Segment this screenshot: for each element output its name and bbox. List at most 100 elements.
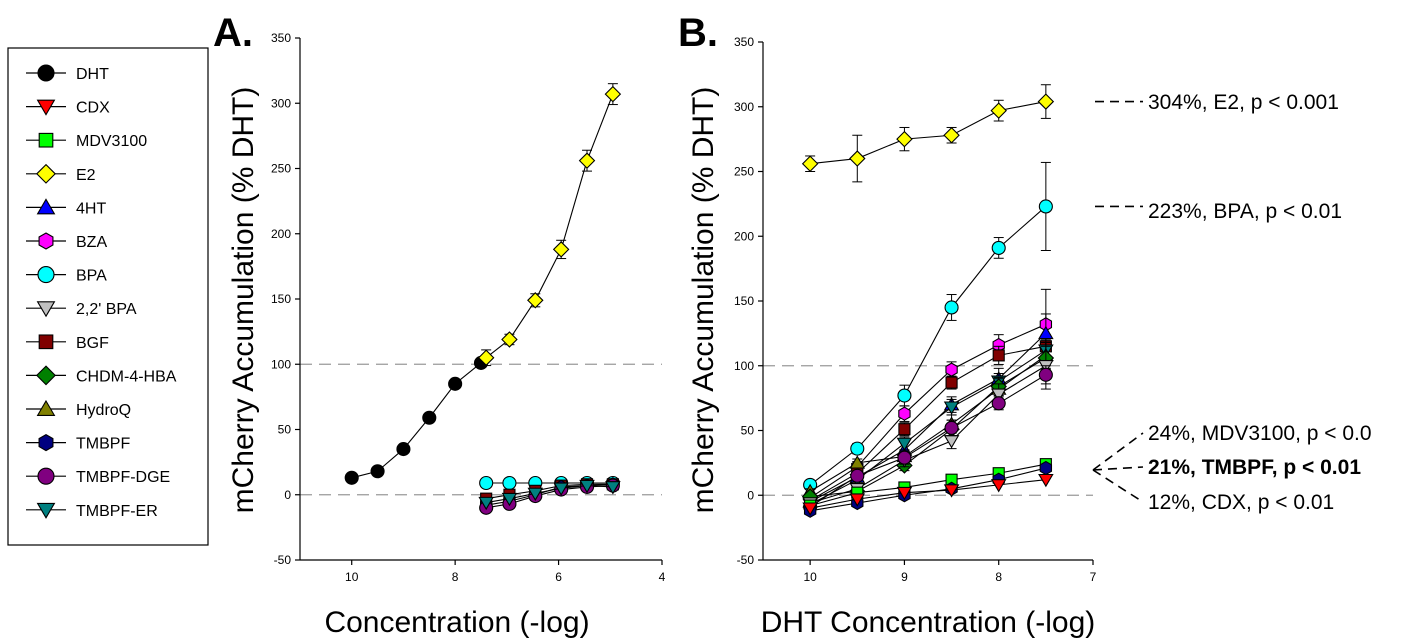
panel-a-y-tick-label: 300 xyxy=(271,96,291,110)
panel-a-series-tmbpf-er xyxy=(478,479,621,511)
legend-label-cdx: CDX xyxy=(76,100,110,117)
panel-a-series-line-e2 xyxy=(485,93,614,359)
panel-b-y-tick-label: 50 xyxy=(741,424,755,438)
panel-b-point-bza xyxy=(945,362,958,377)
legend-marker-bpa xyxy=(37,266,55,284)
panel-a-point-e2 xyxy=(578,152,596,169)
panel-a-y-axis-title: mCherry Accumulation (% DHT) xyxy=(227,87,260,514)
legend: DHT CDX MDV3100 E2 4HT BZA BPA 2,2' BPA BGF CHDM-… xyxy=(7,47,209,546)
legend-item-bza: BZA xyxy=(26,232,107,251)
panel-a-point-dht xyxy=(448,376,463,391)
panel-b-series-line-cdx xyxy=(810,479,1046,509)
legend-label-e2: E2 xyxy=(76,167,96,184)
panel-b-series-line-hydroq xyxy=(809,354,1047,492)
panel-a-point-dht xyxy=(370,464,385,479)
panel-a-point-tmbpf-er xyxy=(527,487,544,502)
panel-a-y-tick-label: 350 xyxy=(271,31,291,45)
panel-b-point-tmbpf-er xyxy=(943,401,960,415)
panel-b-series-e2 xyxy=(801,84,1055,183)
panel-b-x-tick-label: 7 xyxy=(1090,570,1097,584)
panel-b-x-axis-title: DHT Concentration (-log) xyxy=(761,606,1096,638)
panel-b-point-2-2-bpa xyxy=(943,435,960,449)
panel-b-series-bgf xyxy=(804,335,1052,507)
panel-a-y-tick-label: 150 xyxy=(271,292,291,306)
panel-a-point-tmbpf-er xyxy=(478,496,494,511)
panel-b-series-line-e2 xyxy=(810,101,1046,165)
panel-b-point-2-2-bpa xyxy=(990,388,1007,402)
panel-a-point-e2 xyxy=(604,85,622,103)
legend-marker-tmbpf-dge xyxy=(37,467,55,485)
panel-a-point-tmbpf-er xyxy=(553,482,569,496)
panel-b-point-tmbpf-dge xyxy=(991,396,1006,411)
legend-item-4ht: 4HT xyxy=(26,198,106,217)
panel-b-point-bpa xyxy=(944,300,959,315)
legend-label-mdv3100: MDV3100 xyxy=(76,133,147,150)
legend-item-2-2-bpa: 2,2' BPA xyxy=(26,301,137,318)
panel-b-y-tick-label: 0 xyxy=(747,488,754,502)
panel-b-series-line-chdm-4-hba xyxy=(810,357,1047,498)
panel-a-x-tick-label: 4 xyxy=(659,570,666,584)
panel-b-point-cdx xyxy=(849,493,866,507)
legend-marker-e2 xyxy=(36,163,56,184)
panel-b-point-cdx xyxy=(896,486,913,501)
legend-label-chdm-4-hba: CHDM-4-HBA xyxy=(76,368,177,385)
panel-a-point-dht xyxy=(422,410,437,425)
legend-label-tmbpf: TMBPF xyxy=(76,436,130,453)
legend-marker-chdm-4-hba xyxy=(36,365,56,386)
legend-marker-tmbpf-er xyxy=(36,502,56,519)
annotation-leader-line xyxy=(1092,466,1144,471)
panel-a-point-e2 xyxy=(477,349,495,366)
legend-marker-bza xyxy=(38,232,54,250)
legend-item-bpa: BPA xyxy=(26,266,107,285)
panel-a-y-tick-label: -50 xyxy=(274,553,292,567)
panel-a-y-tick-label: 0 xyxy=(284,488,291,502)
panel-b-x-tick-label: 10 xyxy=(803,570,817,584)
annotation-12-cdx-p-0-01: 12%, CDX, p < 0.01 xyxy=(1092,469,1334,514)
panel-a-point-tmbpf-er xyxy=(605,481,621,495)
legend-label-tmbpf-dge: TMBPF-DGE xyxy=(76,469,170,486)
legend-item-hydroq: HydroQ xyxy=(26,399,131,419)
panel-b-point-bpa xyxy=(850,441,865,456)
panel-a-y-tick-label: 200 xyxy=(271,227,291,241)
panel-b-y-axis-title: mCherry Accumulation (% DHT) xyxy=(687,87,720,514)
panel-a-label: A. xyxy=(213,11,253,55)
panel-a-point-tmbpf-er xyxy=(579,479,595,494)
panel-b-x-tick-label: 8 xyxy=(995,570,1002,584)
panel-b-series-cdx xyxy=(802,473,1054,516)
panel-b-point-cdx xyxy=(802,502,818,516)
panel-a-x-tick-label: 8 xyxy=(452,570,459,584)
panel-b-point-tmbpf xyxy=(1039,460,1053,476)
legend-label-2-2-bpa: 2,2' BPA xyxy=(76,301,137,318)
panel-b-series-line-2-2-bpa xyxy=(809,365,1047,504)
legend-marker-4ht xyxy=(36,198,56,215)
panel-b-point-4ht xyxy=(1038,325,1054,340)
panel-b-point-bgf xyxy=(898,423,911,436)
annotation-24-mdv3100-p-0-0: 24%, MDV3100, p < 0.0 xyxy=(1092,422,1372,471)
panel-b-point-tmbpf-dge xyxy=(944,420,959,435)
panel-b-point-hydroq xyxy=(849,455,866,469)
panel-b-point-bza xyxy=(898,406,911,421)
panel-a-series-e2 xyxy=(477,83,622,367)
panel-b-point-e2 xyxy=(849,150,866,167)
panel-b-point-tmbpf-dge xyxy=(1038,367,1053,382)
legend-item-tmbpf-er: TMBPF-ER xyxy=(26,503,158,520)
annotation-label: 12%, CDX, p < 0.01 xyxy=(1148,491,1334,514)
panel-b-point-cdx xyxy=(990,479,1007,493)
legend-item-e2: E2 xyxy=(26,163,96,184)
annotation-label: 24%, MDV3100, p < 0.0 xyxy=(1148,422,1372,445)
panel-a-x-tick-label: 6 xyxy=(555,570,562,584)
panel-b-y-tick-label: -50 xyxy=(737,553,755,567)
panel-b-series-line-mdv3100 xyxy=(809,463,1046,507)
legend-item-mdv3100: MDV3100 xyxy=(26,132,147,150)
annotation-label: 21%, TMBPF, p < 0.01 xyxy=(1148,456,1361,479)
panel-a-y-tick-label: 250 xyxy=(271,162,291,176)
legend-item-tmbpf-dge: TMBPF-DGE xyxy=(26,467,170,486)
legend-marker-dht xyxy=(37,64,55,82)
annotation-leader-line xyxy=(1092,469,1144,503)
legend-marker-2-2-bpa xyxy=(36,301,56,318)
legend-label-bgf: BGF xyxy=(76,335,109,352)
panel-a-series-line-dht xyxy=(351,362,482,479)
panel-b-series-line-bza xyxy=(809,323,1047,499)
panel-b-point-e2 xyxy=(1037,93,1055,110)
